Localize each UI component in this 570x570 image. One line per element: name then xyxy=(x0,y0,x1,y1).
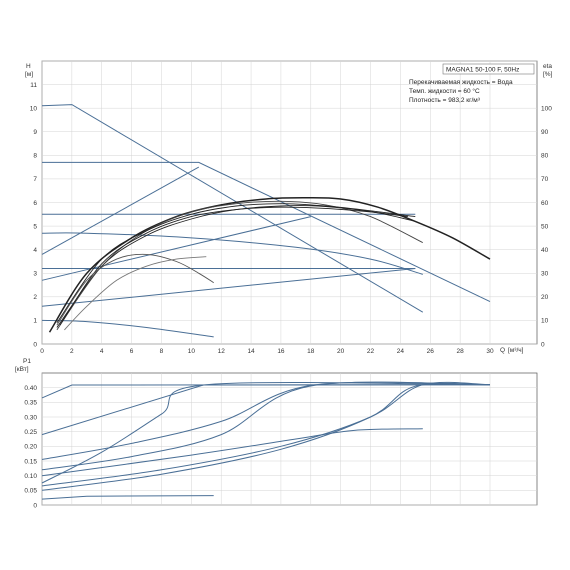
y2-tick-label: 100 xyxy=(541,105,552,112)
annotation-fluid: Перекачиваемая жидкость = Вода xyxy=(409,79,513,86)
y2-tick-label: 40 xyxy=(541,247,549,254)
x-tick-label: 22 xyxy=(367,348,375,355)
efficiency-curve-9 xyxy=(48,197,491,333)
power-grid xyxy=(41,373,537,506)
y2-axis-unit: [%] xyxy=(543,71,553,78)
y2-tick-label: 80 xyxy=(541,153,549,160)
efficiency-curve-11 xyxy=(56,200,423,331)
y-tick-label: 0 xyxy=(33,341,37,348)
annotation-temperature: Темп. жидкости = 60 °C xyxy=(409,87,480,95)
efficiency-curve-15 xyxy=(64,256,207,331)
power-tick-label: 0.05 xyxy=(24,488,37,495)
y-tick-label: 8 xyxy=(33,153,37,160)
power-curve-5 xyxy=(41,428,423,477)
y2-axis-label: eta xyxy=(543,63,552,70)
x-axis-label: Q xyxy=(500,347,505,354)
power-tick-label: 0.35 xyxy=(24,400,37,407)
power-curve-3 xyxy=(41,381,491,471)
annotation-density: Плотность = 983,2 кг/м³ xyxy=(409,97,481,104)
y-tick-label: 10 xyxy=(30,105,38,112)
head-curve-6 xyxy=(41,319,214,338)
y-tick-label: 2 xyxy=(33,294,37,301)
y-tick-label: 5 xyxy=(33,223,37,230)
head-curve-3 xyxy=(41,232,423,275)
title-box xyxy=(442,63,535,75)
y2-tick-label: 20 xyxy=(541,294,549,301)
power-tick-label: 0.20 xyxy=(24,444,37,451)
y-tick-label: 6 xyxy=(33,200,37,207)
x-tick-label: 6 xyxy=(130,348,134,355)
head-curve-7 xyxy=(41,166,200,255)
x-tick-label: 10 xyxy=(188,348,196,355)
x-tick-label: 2 xyxy=(70,348,74,355)
power-axis-unit: [кВт] xyxy=(15,366,29,373)
power-axis-label: P1 xyxy=(23,358,31,365)
y2-tick-label: 50 xyxy=(541,223,549,230)
y2-tick-label: 10 xyxy=(541,318,549,325)
power-series-group xyxy=(41,381,491,500)
x-tick-label: 12 xyxy=(218,348,226,355)
tick-labels: 0 2 4 6 8 10 12 14 16 18 20 22 24 26 28 300123456789101… xyxy=(24,82,552,509)
efficiency-curve-13 xyxy=(56,203,416,324)
efficiency-series-group xyxy=(48,197,491,333)
power-tick-label: 0.30 xyxy=(24,414,37,421)
y2-tick-label: 90 xyxy=(541,129,549,136)
power-tick-label: 0.10 xyxy=(24,473,37,480)
y2-tick-label: 30 xyxy=(541,271,549,278)
x-tick-label: 28 xyxy=(457,348,465,355)
x-tick-label: 14 xyxy=(247,348,255,355)
y-tick-label: 11 xyxy=(30,82,37,89)
efficiency-curve-10 xyxy=(56,205,416,328)
x-axis-unit: [м³/ч] xyxy=(508,347,524,354)
x-tick-label: 8 xyxy=(160,348,164,355)
y-tick-label: 9 xyxy=(33,129,37,136)
y-axis-unit: [м] xyxy=(25,71,33,78)
power-plot-frame xyxy=(41,372,538,506)
power-curve-8 xyxy=(41,495,214,500)
y2-tick-label: 0 xyxy=(541,341,545,348)
y2-tick-label: 60 xyxy=(541,200,549,207)
y-tick-label: 7 xyxy=(33,176,37,183)
power-tick-label: 0.40 xyxy=(24,385,37,392)
x-tick-label: 4 xyxy=(100,348,104,355)
x-tick-label: 24 xyxy=(397,348,405,355)
x-tick-label: 16 xyxy=(277,348,285,355)
y-tick-label: 3 xyxy=(33,271,37,278)
x-tick-label: 18 xyxy=(307,348,315,355)
power-curve-4 xyxy=(41,382,491,484)
head-curve-1 xyxy=(42,161,491,303)
power-curve-1 xyxy=(41,384,491,436)
power-tick-label: 0 xyxy=(33,502,37,509)
y-axis-label: H xyxy=(26,63,31,70)
y2-tick-label: 70 xyxy=(541,176,549,183)
head-curve-0 xyxy=(41,104,424,313)
power-tick-label: 0.25 xyxy=(24,429,37,436)
power-curve-0 xyxy=(41,384,491,399)
efficiency-curve-14 xyxy=(56,253,214,326)
y-tick-label: 4 xyxy=(33,247,37,254)
head-curve-5 xyxy=(41,268,416,307)
efficiency-curve-12 xyxy=(59,206,408,326)
chart-title: MAGNA1 50-100 F, 50Hz xyxy=(446,67,519,74)
head-series-group xyxy=(41,104,491,338)
head-curve-8 xyxy=(41,216,311,281)
power-tick-label: 0.15 xyxy=(24,458,37,465)
power-curve-7 xyxy=(41,382,491,491)
power-curve-6 xyxy=(41,381,491,487)
y-tick-label: 1 xyxy=(33,318,37,325)
x-tick-label: 0 xyxy=(40,348,44,355)
x-tick-label: 30 xyxy=(486,348,494,355)
x-tick-label: 26 xyxy=(427,348,435,355)
x-tick-label: 20 xyxy=(337,348,345,355)
